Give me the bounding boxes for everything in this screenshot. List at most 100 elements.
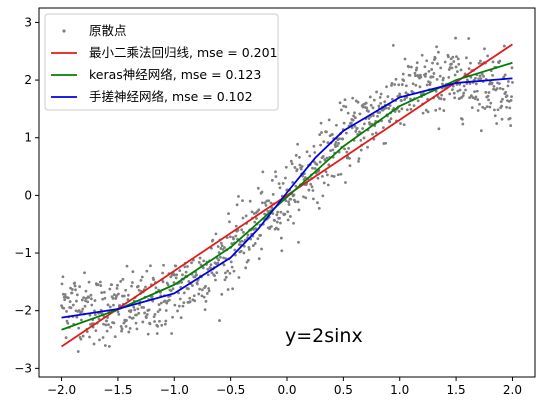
scatter-point xyxy=(330,174,334,178)
scatter-point xyxy=(307,188,311,192)
scatter-point xyxy=(477,61,481,65)
scatter-point xyxy=(427,69,431,73)
scatter-point xyxy=(490,81,494,85)
scatter-point xyxy=(193,299,197,303)
scatter-point xyxy=(510,66,514,70)
scatter-point xyxy=(473,90,476,94)
scatter-point xyxy=(158,308,162,312)
scatter-point xyxy=(311,166,314,170)
x-tick-label: 1.5 xyxy=(447,383,466,397)
scatter-point xyxy=(509,124,513,127)
scatter-point xyxy=(500,117,504,121)
y-tick-label: 1 xyxy=(24,131,32,145)
scatter-point xyxy=(109,325,113,329)
scatter-point xyxy=(170,332,174,335)
scatter-point xyxy=(223,278,227,282)
scatter-point xyxy=(460,117,464,121)
scatter-point xyxy=(391,44,395,47)
scatter-point xyxy=(495,87,499,90)
scatter-point xyxy=(348,164,352,168)
scatter-point xyxy=(275,213,279,217)
scatter-point xyxy=(125,264,129,268)
scatter-point xyxy=(325,130,328,134)
scatter-point xyxy=(174,264,178,268)
annotation-label: y=2sinx xyxy=(285,325,363,347)
scatter-point xyxy=(156,310,160,314)
scatter-point xyxy=(119,325,123,328)
scatter-point xyxy=(332,175,336,178)
scatter-point xyxy=(178,269,182,273)
scatter-point xyxy=(356,100,360,104)
scatter-point xyxy=(499,100,503,103)
scatter-point xyxy=(281,182,285,185)
scatter-point xyxy=(206,267,210,271)
scatter-point xyxy=(145,316,148,320)
scatter-point xyxy=(403,57,407,61)
scatter-point xyxy=(354,130,358,133)
scatter-point xyxy=(476,109,480,112)
scatter-point xyxy=(81,307,85,311)
scatter-point xyxy=(357,157,361,161)
legend: 原散点 最小二乘法回归线, mse = 0.201 keras神经网络, mse… xyxy=(44,13,279,111)
scatter-point xyxy=(242,244,246,248)
scatter-point xyxy=(436,62,439,66)
scatter-point xyxy=(80,298,84,302)
scatter-point xyxy=(147,308,151,312)
scatter-point xyxy=(274,170,277,174)
scatter-point xyxy=(247,247,251,251)
scatter-point xyxy=(248,199,252,203)
scatter-point xyxy=(158,319,161,323)
scatter-point xyxy=(108,287,112,291)
scatter-point xyxy=(359,139,363,142)
scatter-point xyxy=(511,81,514,84)
scatter-point xyxy=(217,251,221,254)
scatter-point xyxy=(437,50,440,54)
scatter-point xyxy=(425,59,429,63)
scatter-point xyxy=(187,280,191,283)
scatter-point xyxy=(367,117,371,120)
scatter-point xyxy=(141,320,145,324)
scatter-point xyxy=(309,182,313,186)
scatter-point xyxy=(131,316,135,320)
scatter-point xyxy=(107,344,111,348)
scatter-point xyxy=(287,203,291,206)
scatter-point xyxy=(469,61,472,65)
scatter-point xyxy=(288,215,292,218)
scatter-point xyxy=(353,124,357,128)
scatter-point xyxy=(257,208,261,212)
scatter-point xyxy=(365,106,369,110)
scatter-point xyxy=(164,319,168,323)
scatter-point xyxy=(496,108,500,112)
scatter-point xyxy=(196,282,199,286)
scatter-point xyxy=(126,293,130,297)
scatter-point xyxy=(407,65,411,69)
scatter-point xyxy=(246,233,250,237)
scatter-point xyxy=(376,114,379,118)
scatter-point xyxy=(304,196,308,200)
scatter-point xyxy=(316,201,319,205)
scatter-point xyxy=(293,166,297,169)
scatter-point xyxy=(92,342,96,346)
scatter-point xyxy=(428,81,432,85)
scatter-point xyxy=(270,178,274,182)
scatter-point xyxy=(435,78,439,81)
scatter-point xyxy=(362,136,366,140)
scatter-point xyxy=(181,273,184,277)
scatter-point xyxy=(133,308,137,312)
scatter-point xyxy=(160,323,164,327)
scatter-point xyxy=(493,114,497,118)
scatter-point xyxy=(453,73,457,77)
scatter-point xyxy=(310,185,314,189)
scatter-point xyxy=(313,151,317,154)
scatter-point xyxy=(179,316,183,320)
scatter-point xyxy=(218,319,221,322)
scatter-point xyxy=(404,84,408,88)
scatter-point xyxy=(89,297,93,301)
scatter-point xyxy=(454,36,457,40)
scatter-point xyxy=(335,123,338,127)
scatter-point xyxy=(316,176,320,180)
scatter-point xyxy=(450,66,454,70)
x-tick-label: −0.5 xyxy=(216,383,245,397)
scatter-point xyxy=(78,285,81,289)
scatter-point xyxy=(284,165,288,169)
